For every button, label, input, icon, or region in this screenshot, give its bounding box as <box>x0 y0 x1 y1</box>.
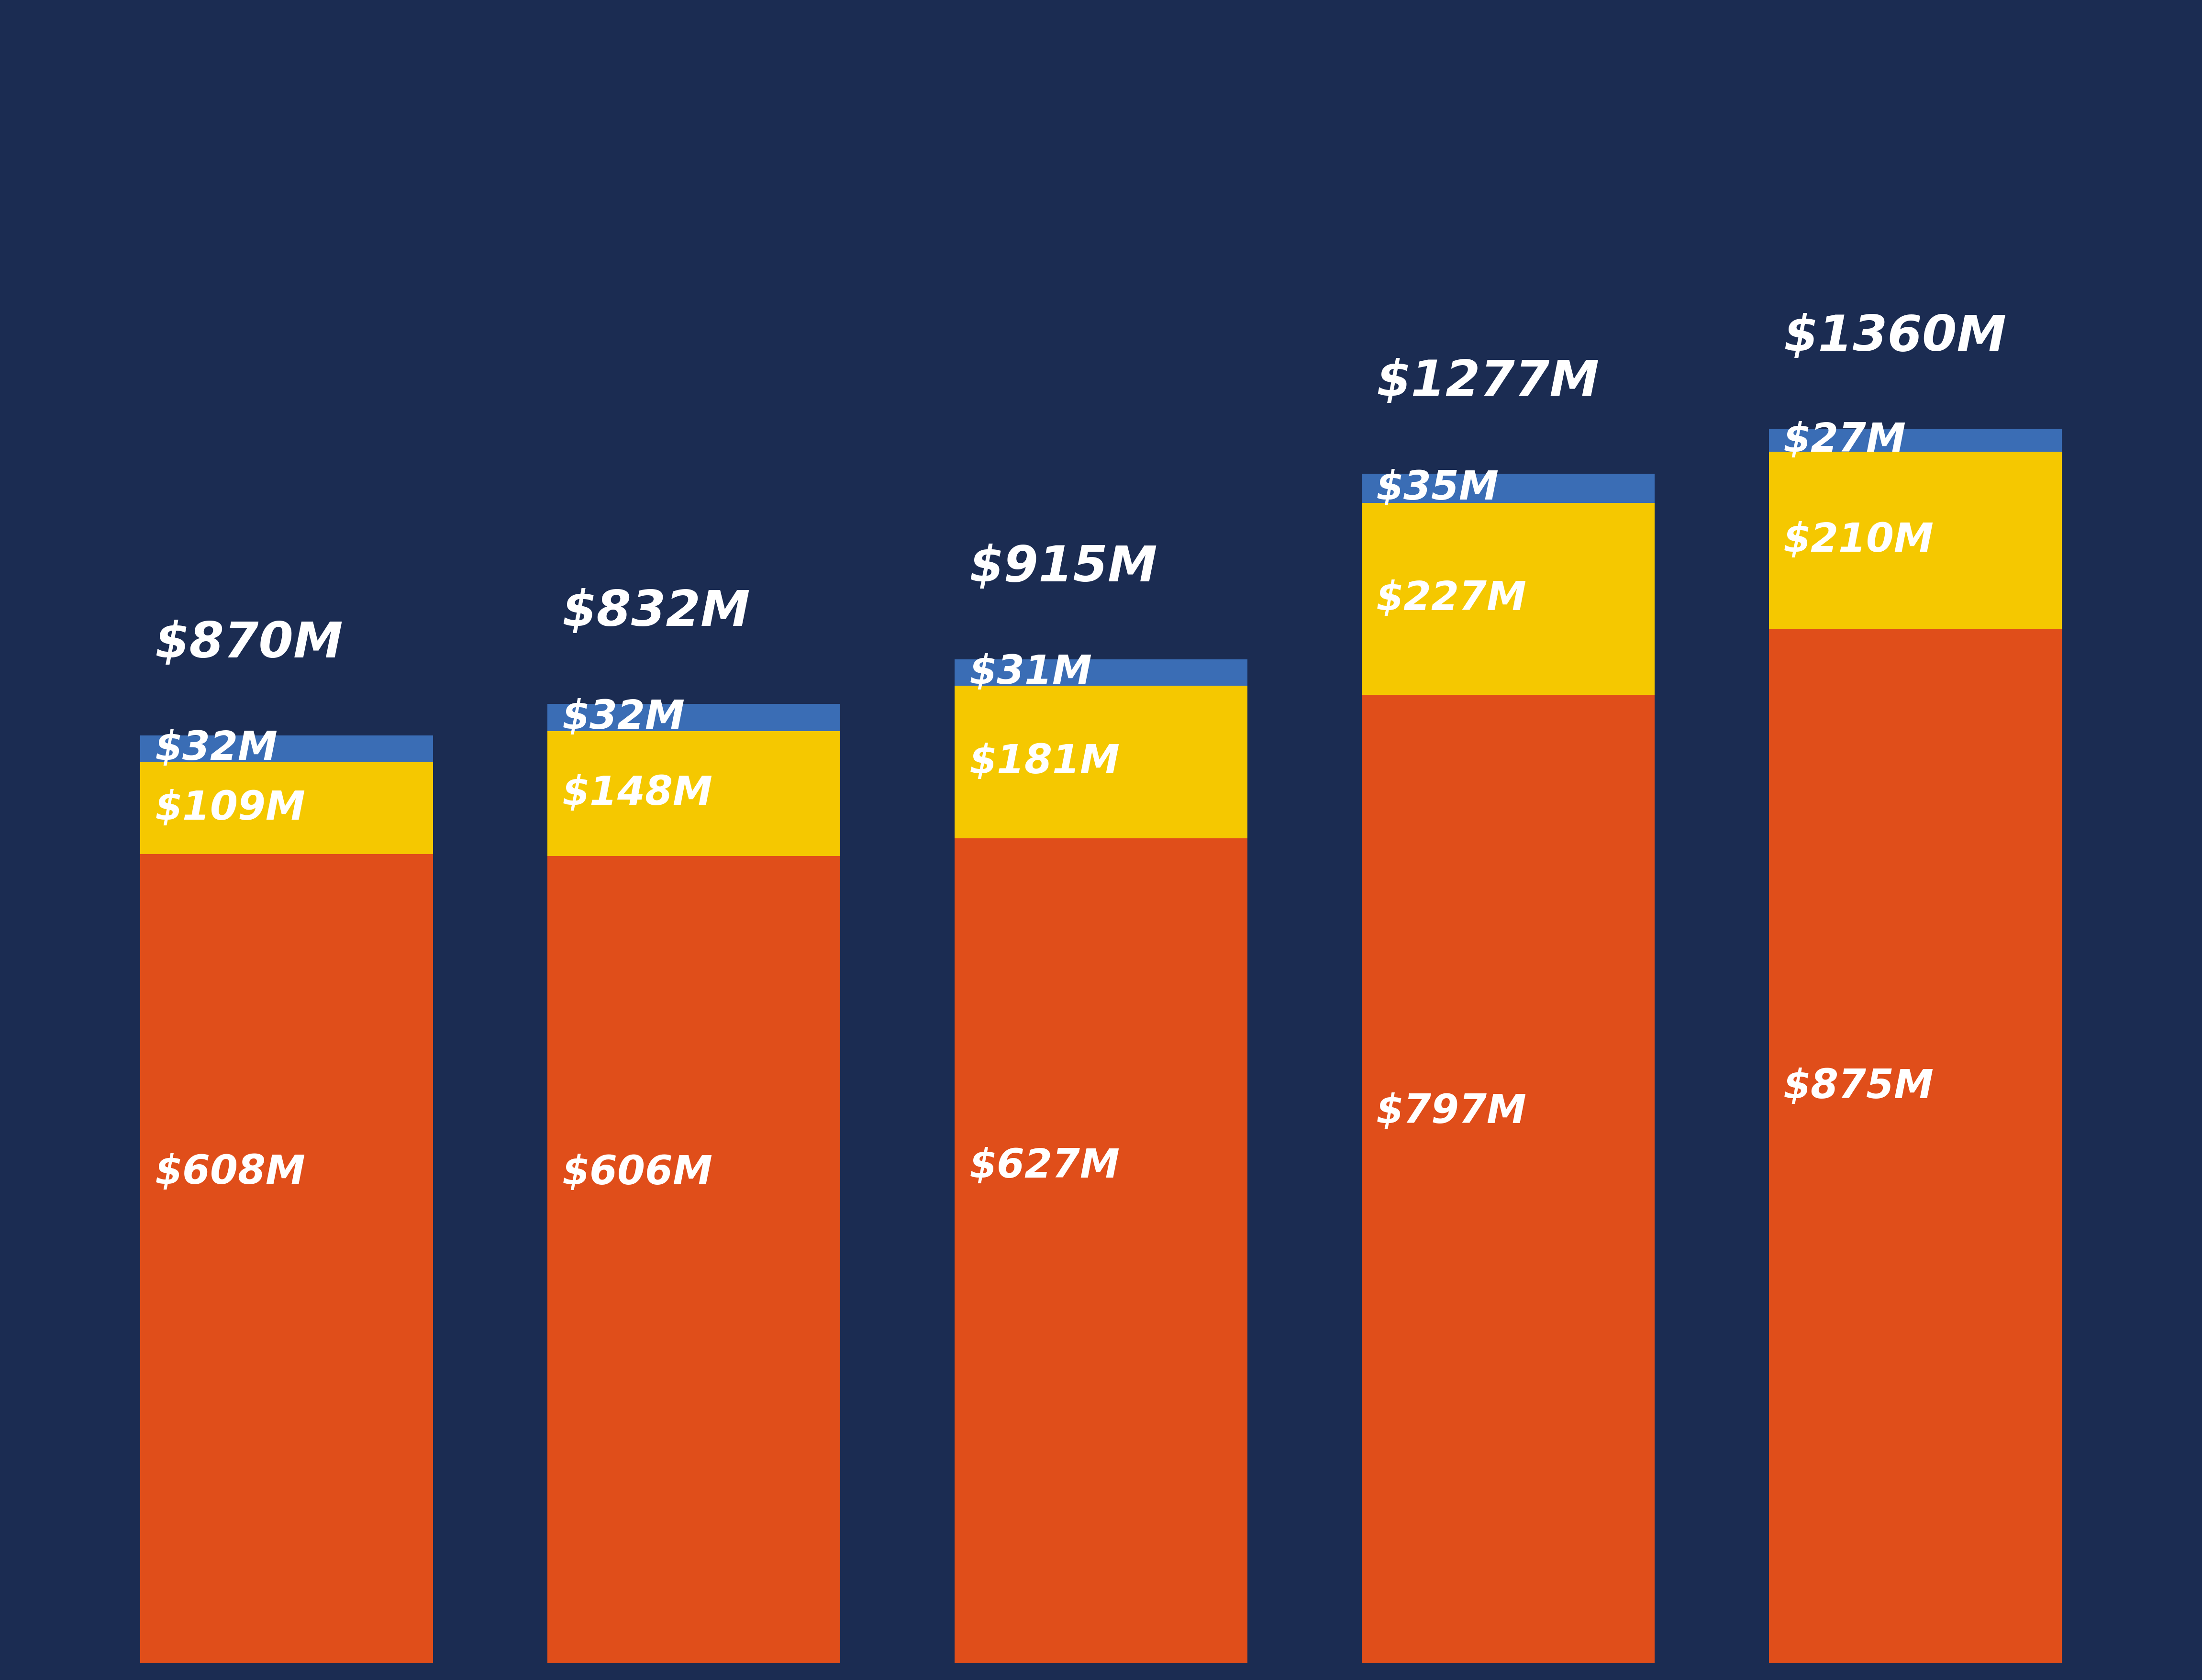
Text: $31M: $31M <box>969 654 1092 692</box>
Text: $797M: $797M <box>1376 1092 1526 1131</box>
Bar <box>1361 502 1654 696</box>
Bar <box>1361 474 1654 502</box>
Text: $210M: $210M <box>1784 521 1933 559</box>
Text: $608M: $608M <box>154 1152 306 1193</box>
Bar <box>1768 428 2061 452</box>
Bar <box>548 857 841 1663</box>
Bar <box>548 704 841 731</box>
Bar <box>141 736 434 763</box>
Bar <box>1361 696 1654 1663</box>
Bar <box>953 838 1249 1663</box>
Text: $32M: $32M <box>562 699 685 738</box>
Bar <box>1768 628 2061 1663</box>
Text: $32M: $32M <box>154 729 277 768</box>
Text: $915M: $915M <box>969 543 1158 591</box>
Bar <box>953 685 1249 838</box>
Text: $875M: $875M <box>1784 1067 1933 1107</box>
Bar <box>1768 452 2061 628</box>
Text: $627M: $627M <box>969 1147 1121 1186</box>
Text: $181M: $181M <box>969 743 1121 781</box>
Text: $227M: $227M <box>1376 580 1526 618</box>
Bar <box>953 659 1249 685</box>
Text: $1277M: $1277M <box>1376 358 1599 407</box>
Text: $35M: $35M <box>1376 469 1500 507</box>
Text: $1360M: $1360M <box>1784 312 2006 361</box>
Text: $27M: $27M <box>1784 422 1907 460</box>
Text: $109M: $109M <box>154 790 306 828</box>
Text: $606M: $606M <box>562 1154 713 1193</box>
Text: $832M: $832M <box>562 588 751 637</box>
Text: $870M: $870M <box>154 620 344 667</box>
Text: $148M: $148M <box>562 774 713 813</box>
Bar <box>548 731 841 857</box>
Bar <box>141 763 434 855</box>
Bar <box>141 855 434 1663</box>
